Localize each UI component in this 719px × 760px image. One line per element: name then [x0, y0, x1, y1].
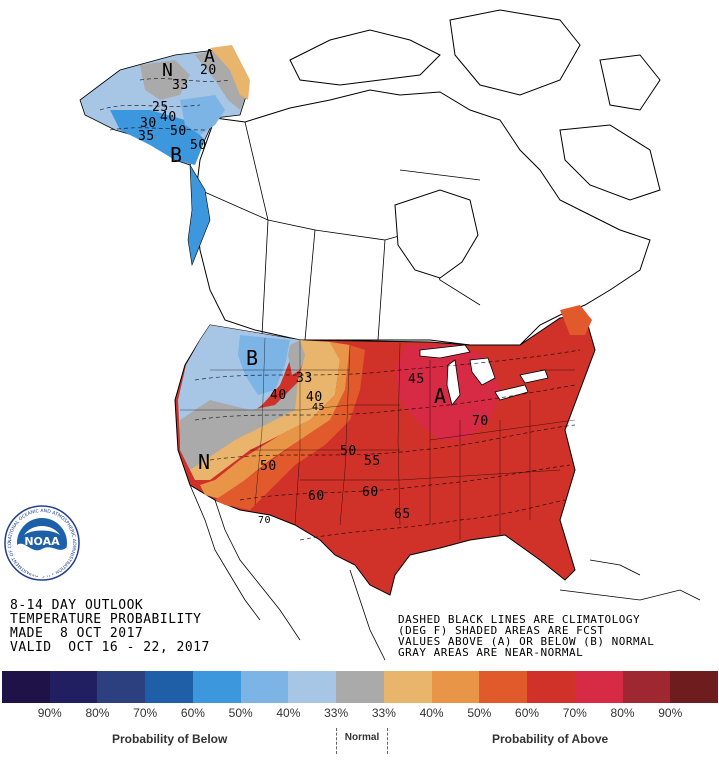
label-ak-50b: 50	[190, 138, 207, 153]
legend-swatch	[97, 671, 146, 703]
label-us-70a: 70	[258, 515, 272, 526]
label-us-60a: 60	[308, 489, 325, 504]
legend-percent-label: 80%	[610, 706, 635, 720]
label-ak-25: 25	[152, 100, 169, 115]
note-line-4: GRAY AREAS ARE NEAR-NORMAL	[398, 646, 584, 659]
note-line-3: VALUES ABOVE (A) OR BELOW (B) NORMAL	[398, 635, 655, 648]
legend-swatch	[670, 671, 719, 703]
logo-name: NOAA	[24, 535, 60, 548]
legend-percent-label: 90%	[658, 706, 683, 720]
label-us-40b: 40	[306, 390, 323, 405]
state-lines	[180, 337, 576, 540]
note-line-2: (DEG F) SHADED AREAS ARE FCST	[398, 624, 605, 637]
legend-swatch	[336, 671, 384, 703]
label-ak-33: 33	[172, 78, 189, 93]
legend-percent-label: 33%	[371, 706, 396, 720]
label-ak-40: 40	[160, 110, 177, 125]
legend-normal-label: Normal	[336, 728, 388, 754]
label-us-50b: 50	[340, 444, 357, 459]
outlook-map	[79, 9, 701, 661]
legend-swatch	[383, 671, 432, 703]
mexico-outline	[189, 484, 701, 661]
label-ak-30: 30	[140, 116, 157, 131]
legend-percent-row: 90% 80% 70% 60% 50% 40% 33% 33% 40% 50% 60% 70% 80% 9…	[2, 706, 718, 720]
legend-below-label: Probability of Below	[112, 732, 228, 746]
title-line-4: VALID OCT 16 - 22, 2017	[10, 640, 210, 655]
title-line-1: 8-14 DAY OUTLOOK	[10, 598, 144, 613]
legend-percent-label: 90%	[37, 706, 62, 720]
legend-swatch	[527, 671, 575, 703]
label-us-50a: 50	[260, 459, 277, 474]
label-us-60b: 60	[362, 485, 379, 500]
label-alaska-b: B	[170, 143, 183, 167]
legend-swatch	[574, 671, 623, 703]
hudson-bay	[394, 189, 479, 279]
legend-percent-label: 70%	[562, 706, 587, 720]
label-ak-50: 50	[170, 124, 187, 139]
legend-percent-label: 33%	[324, 706, 349, 720]
label-us-33: 33	[296, 371, 313, 386]
label-ak-20: 20	[200, 63, 217, 78]
label-us-45b: 45	[312, 402, 326, 413]
label-west-n: N	[198, 450, 211, 474]
legend-percent-label: 40%	[419, 706, 444, 720]
legend-percent-label: 80%	[85, 706, 110, 720]
legend-swatch	[2, 671, 50, 703]
legend-percent-label: 50%	[228, 706, 253, 720]
noaa-logo: NATIONAL OCEANIC AND ATMOSPHERIC ADMINIS…	[4, 505, 80, 581]
legend-percent-label: 60%	[180, 706, 205, 720]
canada-region	[194, 9, 661, 346]
great-lakes	[419, 344, 549, 406]
legend-swatch	[192, 671, 241, 703]
label-us-55: 55	[364, 454, 381, 469]
legend-swatch	[431, 671, 480, 703]
legend-swatch	[622, 671, 671, 703]
label-us-40a: 40	[270, 388, 287, 403]
legend-swatch	[479, 671, 528, 703]
note-line-1: DASHED BLACK LINES ARE CLIMATOLOGY	[398, 613, 641, 626]
title-line-3: MADE 8 OCT 2017	[10, 626, 144, 641]
legend-swatch	[240, 671, 289, 703]
legend-percent-label: 50%	[467, 706, 492, 720]
legend-swatch	[145, 671, 193, 703]
legend-percent-label: 70%	[133, 706, 158, 720]
label-west-b: B	[246, 346, 259, 370]
label-alaska-a: A	[204, 46, 216, 67]
title-line-2: TEMPERATURE PROBABILITY	[10, 612, 202, 627]
alaska-region	[79, 45, 250, 267]
label-ak-35: 35	[138, 129, 155, 144]
legend-color-bar	[2, 671, 719, 703]
label-us-70b: 70	[472, 414, 489, 429]
label-east-a: A	[434, 384, 447, 408]
legend-percent-label: 40%	[276, 706, 301, 720]
legend-swatch	[49, 671, 98, 703]
climatology-lines	[99, 78, 581, 541]
label-us-65: 65	[394, 507, 411, 522]
legend-percent-label: 60%	[515, 706, 540, 720]
label-us-45: 45	[408, 372, 425, 387]
legend-above-label: Probability of Above	[492, 732, 609, 746]
legend-swatch	[288, 671, 337, 703]
label-alaska-n: N	[162, 60, 174, 81]
